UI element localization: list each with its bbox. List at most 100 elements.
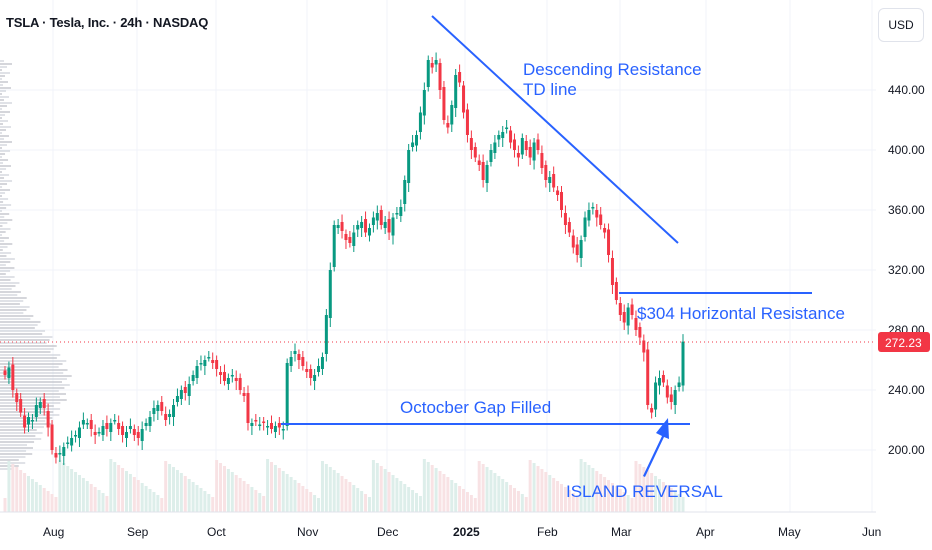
candle-body — [646, 349, 650, 405]
volume-profile-row — [0, 330, 46, 332]
candle-body — [403, 180, 407, 204]
volume-bar — [665, 485, 669, 512]
y-tick-200: 200.00 — [888, 443, 925, 457]
volume-bar — [254, 490, 258, 512]
candle-body — [93, 432, 97, 435]
volume-bar — [38, 485, 42, 512]
volume-profile-row — [0, 126, 12, 128]
volume-bar — [599, 474, 603, 512]
candle-body — [387, 219, 391, 233]
candle-body — [348, 237, 352, 243]
volume-bar — [246, 484, 250, 512]
currency-selector[interactable]: USD — [878, 8, 924, 42]
volume-profile-row — [0, 249, 3, 251]
time-axis[interactable]: Aug Sep Oct Nov Dec 2025 Feb Mar Apr May… — [0, 511, 881, 539]
volume-profile-row — [0, 309, 27, 311]
volume-bar — [273, 465, 277, 512]
volume-profile-row — [0, 297, 27, 299]
candle-body — [391, 217, 395, 236]
candle-body — [285, 363, 289, 426]
candle-body — [332, 225, 336, 267]
volume-bar — [207, 494, 211, 512]
volume-profile-row — [0, 96, 10, 98]
candle-body — [599, 214, 603, 225]
candle-body — [128, 426, 132, 429]
volume-bar — [285, 474, 289, 512]
volume-bar — [277, 468, 281, 512]
horizontal-resistance-label: $304 Horizontal Resistance — [637, 304, 845, 323]
volume-bar — [446, 477, 450, 512]
volume-bar — [481, 464, 485, 512]
candle-body — [19, 399, 23, 413]
volume-bar — [360, 491, 364, 512]
candle-body — [195, 366, 199, 378]
volume-bar — [74, 472, 78, 512]
candle-body — [54, 453, 58, 458]
volume-profile-row — [0, 336, 53, 338]
candle-body — [371, 217, 375, 225]
volume-bar — [203, 491, 207, 512]
volume-profile-row — [0, 327, 35, 329]
candle-body — [415, 135, 419, 146]
candle-body — [595, 210, 599, 218]
candle-body — [140, 429, 144, 441]
candle-body — [426, 60, 430, 87]
candle-body — [634, 318, 638, 330]
volume-bar — [657, 479, 661, 512]
volume-bar — [160, 498, 164, 512]
candle-body — [81, 420, 85, 425]
volume-bar — [328, 467, 332, 512]
volume-profile-row — [0, 75, 6, 77]
y-tick-400: 400.00 — [888, 143, 925, 157]
price-axis[interactable]: 440.00 400.00 360.00 320.00 280.00 240.0… — [878, 83, 930, 457]
volume-profile-row — [0, 270, 11, 272]
volume-bar — [399, 481, 403, 512]
volume-bar — [563, 487, 567, 512]
volume-bar — [438, 471, 442, 512]
candle-body — [34, 405, 38, 417]
x-tick-nov: Nov — [297, 525, 318, 539]
volume-profile-row — [0, 66, 7, 68]
volume-profile-row — [0, 453, 33, 455]
island-reversal-arrow[interactable] — [643, 418, 669, 477]
candle-body — [340, 222, 344, 231]
volume-bar — [465, 492, 469, 512]
volume-bar — [242, 481, 246, 512]
candle-body — [524, 141, 528, 150]
candle-body — [364, 219, 368, 233]
candle-body — [560, 192, 564, 210]
volume-bar — [148, 489, 152, 512]
volume-profile-row — [0, 273, 6, 275]
candle-body — [383, 222, 387, 228]
volume-bar — [195, 485, 199, 512]
candle-body — [266, 426, 270, 428]
volume-profile-row — [0, 378, 67, 380]
symbol-title[interactable]: TSLA · Tesla, Inc. · 24h · NASDAQ — [6, 15, 209, 30]
volume-profile-row — [0, 312, 24, 314]
candle-body — [74, 435, 78, 437]
volume-bar — [215, 460, 219, 512]
volume-profile-row — [0, 219, 13, 221]
x-tick-aug: Aug — [43, 525, 64, 539]
volume-profile-row — [0, 87, 12, 89]
volume-bar — [144, 486, 148, 512]
volume-profile-row — [0, 150, 11, 152]
volume-profile-row — [0, 426, 44, 428]
volume-profile-row — [0, 291, 21, 293]
volume-bar — [418, 496, 422, 512]
volume-bar — [642, 467, 646, 512]
volume-profile-row — [0, 93, 2, 95]
candle-body — [207, 357, 211, 359]
candle-body — [179, 390, 183, 399]
volume-bar — [109, 459, 113, 512]
volume-profile-row — [0, 354, 61, 356]
descending-resistance-trendline[interactable] — [431, 15, 679, 244]
candle-body — [234, 378, 238, 381]
x-tick-dec: Dec — [377, 525, 398, 539]
candle-body — [493, 142, 497, 153]
candle-body — [583, 217, 587, 237]
volume-bar — [411, 490, 415, 512]
candle-body — [250, 423, 254, 426]
